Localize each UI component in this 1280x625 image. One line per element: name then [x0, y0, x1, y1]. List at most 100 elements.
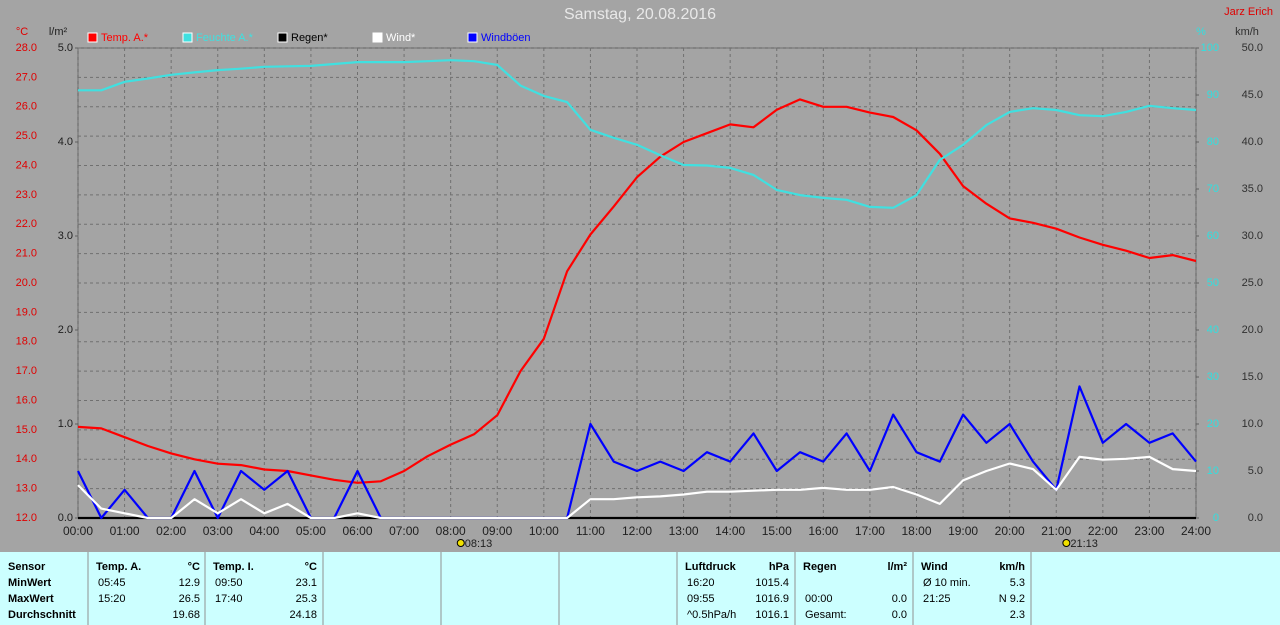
table-cell: 17:40 [215, 593, 243, 605]
y-tick-label: 70 [1207, 183, 1219, 195]
y-tick-label: 17.0 [16, 365, 37, 377]
x-tick-label: 15:00 [762, 524, 792, 538]
y-tick-label: 0.0 [1248, 512, 1263, 524]
y-tick-label: 30.0 [1242, 230, 1263, 242]
axis-title: km/h [1235, 26, 1259, 38]
x-tick-label: 16:00 [808, 524, 838, 538]
y-tick-label: 5.0 [1248, 465, 1263, 477]
y-tick-label: 5.0 [58, 42, 73, 54]
y-tick-label: 20.0 [16, 277, 37, 289]
series-line [77, 455, 1197, 520]
table-header: Sensor [8, 561, 46, 573]
x-tick-label: 13:00 [669, 524, 699, 538]
x-tick-label: 03:00 [203, 524, 233, 538]
y-tick-label: 25.0 [1242, 277, 1263, 289]
x-tick-label: 24:00 [1181, 524, 1211, 538]
table-row-label: Durchschnitt [8, 609, 76, 621]
x-tick-label: 12:00 [622, 524, 652, 538]
y-tick-label: 16.0 [16, 394, 37, 406]
table-cell: 24.18 [289, 609, 317, 621]
table-cell: 0.0 [892, 593, 907, 605]
axis-title: °C [16, 26, 28, 38]
table-cell: 16:20 [687, 577, 715, 589]
series-line [77, 385, 1197, 520]
table-cell: 1015.4 [755, 577, 789, 589]
x-tick-label: 10:00 [529, 524, 559, 538]
y-tick-label: 40.0 [1242, 136, 1263, 148]
legend-swatch [277, 32, 288, 43]
y-tick-label: 28.0 [16, 42, 37, 54]
table-unit: °C [188, 561, 200, 573]
y-tick-label: 0 [1213, 512, 1219, 524]
x-tick-label: 02:00 [156, 524, 186, 538]
background [0, 0, 1280, 552]
legend-label: Temp. A.* [101, 32, 149, 44]
table-cell: 1016.9 [755, 593, 789, 605]
x-tick-label: 20:00 [995, 524, 1025, 538]
legend-swatch [182, 32, 193, 43]
table-row-label: MaxWert [8, 593, 54, 605]
series-line [78, 59, 1197, 209]
y-tick-label: 19.0 [16, 306, 37, 318]
y-tick-label: 10.0 [1242, 418, 1263, 430]
y-tick-label: 90 [1207, 89, 1219, 101]
table-cell: N 9.2 [999, 593, 1025, 605]
x-tick-label: 07:00 [389, 524, 419, 538]
x-tick-label: 22:00 [1088, 524, 1118, 538]
y-tick-label: 60 [1207, 230, 1219, 242]
sun-icon [1062, 539, 1071, 547]
table-row-label: MinWert [8, 577, 52, 589]
y-tick-label: 45.0 [1242, 89, 1263, 101]
y-tick-label: 40 [1207, 324, 1219, 336]
y-tick-label: 12.0 [16, 512, 37, 524]
y-tick-label: 24.0 [16, 159, 37, 171]
y-tick-label: 30 [1207, 371, 1219, 383]
table-cell: Ø 10 min. [923, 577, 971, 589]
y-tick-label: 25.0 [16, 130, 37, 142]
table-cell: 15:20 [98, 593, 126, 605]
table-background [0, 552, 1280, 625]
table-cell: 19.68 [172, 609, 200, 621]
annotation-label: 21:13 [1070, 538, 1098, 550]
y-tick-label: 22.0 [16, 218, 37, 230]
legend-swatch [372, 32, 383, 43]
y-tick-label: 50 [1207, 277, 1219, 289]
y-tick-label: 23.0 [16, 189, 37, 201]
x-tick-label: 14:00 [715, 524, 745, 538]
x-tick-label: 00:00 [63, 524, 93, 538]
table-cell: 05:45 [98, 577, 126, 589]
legend-label: Regen* [291, 32, 328, 44]
x-tick-label: 09:00 [482, 524, 512, 538]
x-tick-label: 11:00 [576, 524, 605, 538]
table-cell: 12.9 [179, 577, 200, 589]
x-tick-label: 01:00 [110, 524, 140, 538]
author: Jarz Erich [1224, 6, 1273, 18]
table-unit: hPa [769, 561, 790, 573]
x-tick-label: 21:00 [1041, 524, 1071, 538]
y-tick-label: 100 [1201, 42, 1219, 54]
chart-title: Samstag, 20.08.2016 [564, 6, 716, 23]
table-header: Temp. A. [96, 561, 141, 573]
annotation-label: 08:13 [465, 538, 493, 550]
table-cell: 5.3 [1010, 577, 1025, 589]
y-tick-label: 4.0 [58, 136, 73, 148]
y-tick-label: 14.0 [16, 453, 37, 465]
table-cell: 26.5 [179, 593, 200, 605]
x-tick-label: 08:00 [436, 524, 466, 538]
table-unit: l/m² [887, 561, 907, 573]
table-header: Luftdruck [685, 561, 737, 573]
x-tick-label: 19:00 [948, 524, 978, 538]
legend-swatch [467, 32, 478, 43]
x-tick-label: 05:00 [296, 524, 326, 538]
y-tick-label: 2.0 [58, 324, 73, 336]
y-tick-label: 1.0 [58, 418, 73, 430]
axis-title: l/m² [49, 26, 68, 38]
axis-title: % [1196, 26, 1206, 38]
y-tick-label: 35.0 [1242, 183, 1263, 195]
table-cell: 0.0 [892, 609, 907, 621]
table-cell: Gesamt: [805, 609, 847, 621]
y-tick-label: 26.0 [16, 101, 37, 113]
y-tick-label: 3.0 [58, 230, 73, 242]
y-tick-label: 21.0 [16, 248, 37, 260]
